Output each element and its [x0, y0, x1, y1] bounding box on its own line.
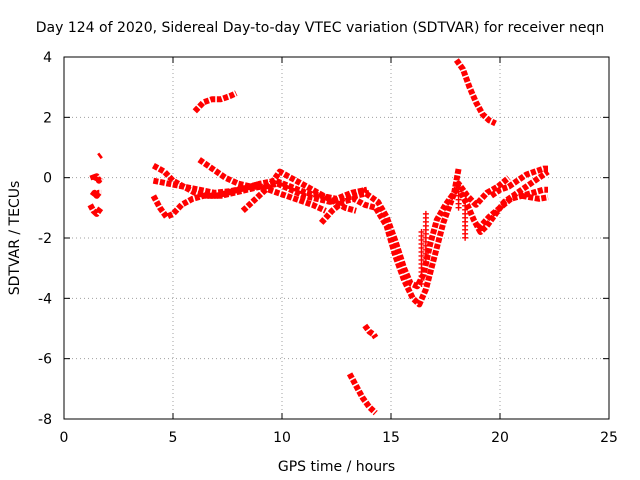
series-arc-1: [89, 173, 104, 184]
series-arc-12: [358, 168, 462, 290]
y-tick-label: 2: [43, 110, 52, 126]
chart-title: Day 124 of 2020, Sidereal Day-to-day VTE…: [36, 20, 604, 36]
y-tick-label: -8: [38, 412, 52, 428]
series-arc-17: [521, 192, 549, 202]
series-arc-16: [489, 165, 548, 199]
series-arc-3: [87, 203, 104, 217]
y-tick-label: -2: [38, 231, 52, 247]
x-tick-label: 20: [491, 430, 509, 446]
data-series: [87, 58, 550, 416]
spike-marker: [422, 210, 429, 265]
y-axis-label: SDTVAR / TECUs: [7, 181, 23, 296]
series-arc-4: [97, 152, 103, 160]
series-arc-15: [475, 186, 548, 231]
y-tick-label: -6: [38, 352, 52, 368]
series-arc-18: [346, 372, 378, 416]
y-axis-ticks: -8 -6 -4 -2 0 2 4: [38, 50, 609, 428]
series-arc-10: [240, 168, 357, 214]
x-tick-label: 0: [60, 430, 69, 446]
series-arc-11: [318, 175, 511, 308]
series-arc-9: [152, 177, 368, 202]
x-tick-label: 15: [382, 430, 400, 446]
x-tick-label: 25: [600, 430, 618, 446]
x-tick-label: 5: [169, 430, 178, 446]
series-arc-13: [453, 58, 497, 127]
y-tick-label: 0: [43, 171, 52, 187]
series-arc-5: [192, 90, 238, 114]
x-axis-label: GPS time / hours: [278, 459, 395, 475]
x-tick-label: 10: [273, 430, 291, 446]
grid-lines: [64, 57, 609, 419]
series-arc-2: [89, 189, 102, 199]
spike-marker: [455, 180, 462, 211]
series-arc-19: [362, 323, 379, 340]
x-axis-ticks: 0 5 10 15 20 25: [60, 57, 618, 446]
y-tick-label: -4: [38, 291, 52, 307]
y-tick-label: 4: [43, 50, 52, 66]
spike-marker: [418, 228, 425, 287]
spike-marker: [462, 198, 469, 241]
